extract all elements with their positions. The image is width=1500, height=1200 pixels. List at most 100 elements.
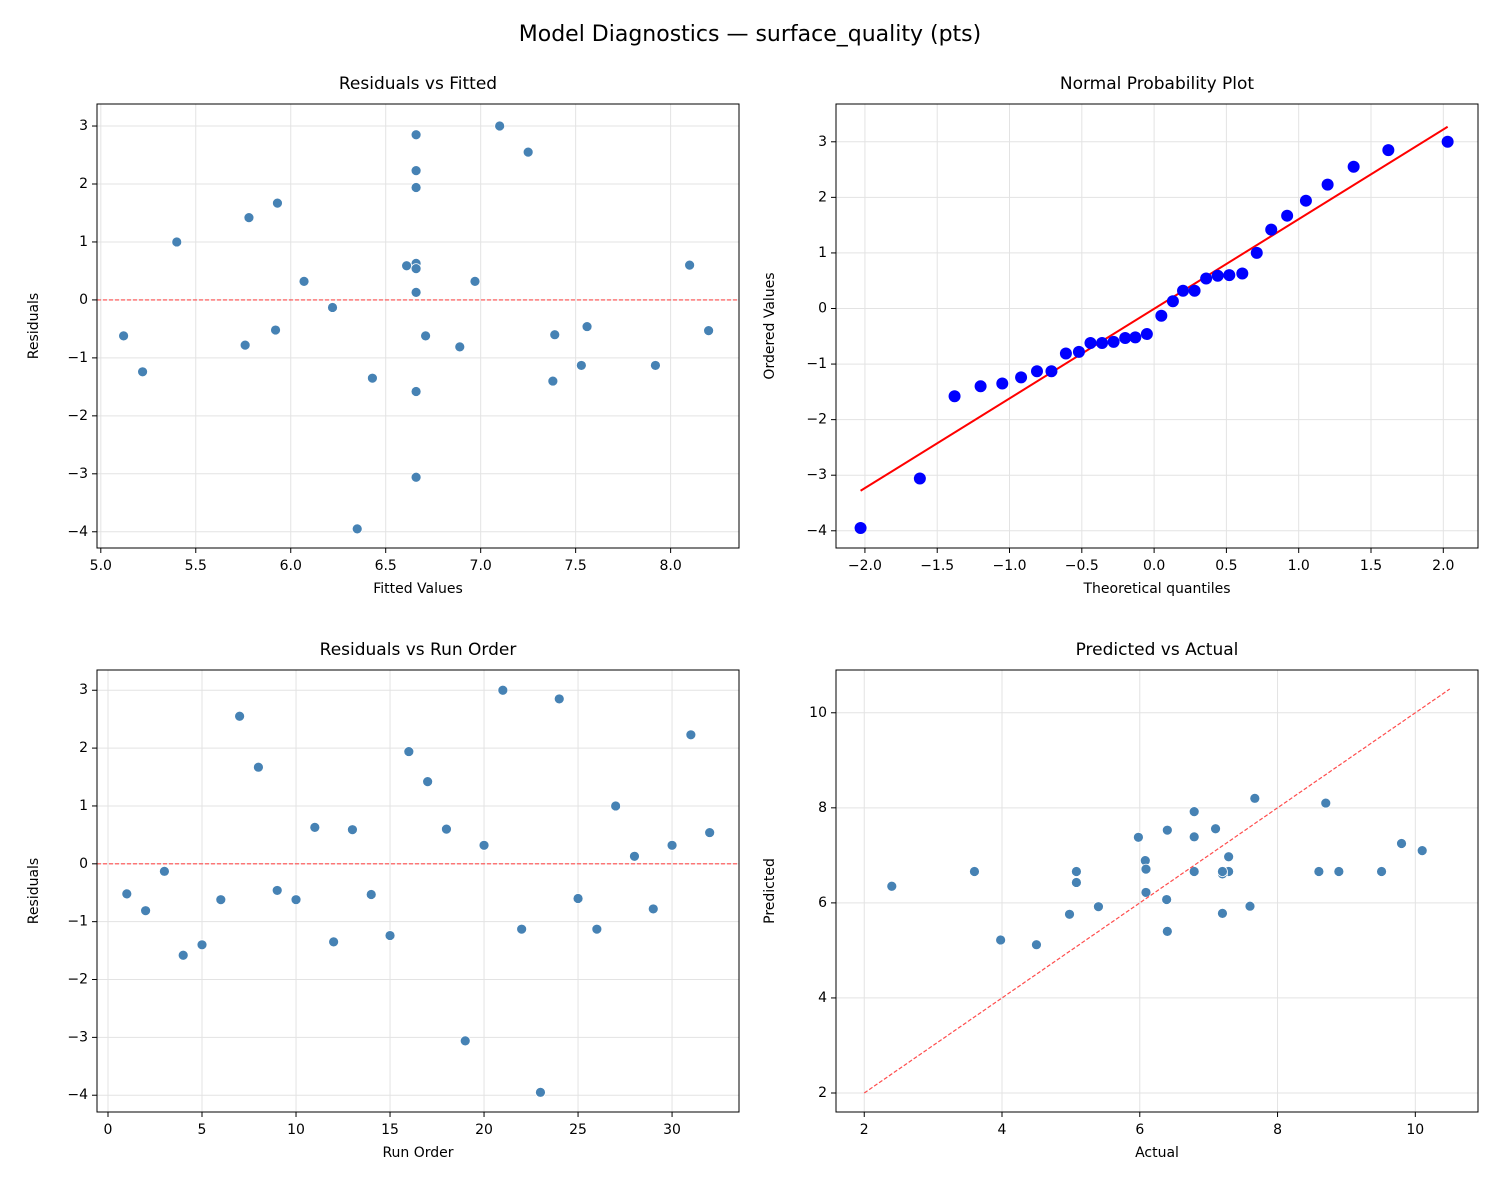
point: [535, 1086, 546, 1098]
y-tick-label: 1: [79, 234, 88, 250]
y-tick-label: 4: [818, 990, 827, 1006]
y-tick-label: 2: [79, 740, 88, 756]
point: [1072, 345, 1085, 358]
point: [1188, 806, 1200, 818]
y-tick-label: 0: [79, 292, 88, 308]
plot-area: [97, 670, 739, 1112]
subplot-title: Residuals vs Fitted: [339, 74, 497, 94]
axes-frame: [835, 669, 1479, 1113]
x-tick-label: 1.0: [1288, 558, 1310, 574]
point: [454, 341, 466, 353]
x-tick-label: 20: [475, 1122, 493, 1138]
point: [547, 375, 559, 387]
x-axis-label: Theoretical quantiles: [1082, 581, 1230, 597]
x-tick-label: 0: [104, 1122, 113, 1138]
y-tick-label: 2: [79, 176, 88, 192]
point: [1129, 331, 1142, 344]
point: [974, 380, 987, 393]
point: [1155, 309, 1168, 322]
point: [1107, 335, 1120, 348]
point: [309, 821, 321, 833]
point: [1096, 336, 1109, 349]
x-tick-label: 30: [663, 1122, 681, 1138]
point: [401, 260, 413, 272]
y-tick-label: −3: [67, 466, 88, 482]
point: [1188, 284, 1201, 297]
x-tick-label: 8: [1273, 1122, 1282, 1138]
point: [1071, 866, 1082, 877]
axes-frame: [835, 103, 1479, 549]
point: [140, 905, 152, 917]
point: [478, 839, 490, 851]
point: [1382, 144, 1395, 157]
point: [913, 472, 926, 485]
x-tick-label: −1.0: [993, 558, 1027, 574]
y-tick-label: 1: [818, 245, 827, 261]
point: [410, 129, 422, 141]
y-tick-label: 3: [79, 682, 88, 698]
point: [1064, 908, 1075, 920]
x-tick-label: 6.5: [375, 558, 397, 574]
point: [575, 360, 587, 371]
y-axis-label: Residuals: [26, 858, 42, 924]
point: [234, 710, 246, 722]
point: [1071, 877, 1082, 888]
fit-line: [863, 688, 1451, 1094]
point: [1015, 371, 1028, 384]
point: [1119, 331, 1132, 344]
y-tick-label: −1: [806, 356, 827, 372]
point: [1250, 246, 1263, 259]
point: [629, 850, 640, 862]
y-tick-label: −2: [806, 412, 827, 428]
x-tick-label: 25: [569, 1122, 587, 1138]
subplot-title: Normal Probability Plot: [1060, 74, 1255, 94]
point: [215, 894, 227, 906]
y-tick-label: −4: [806, 523, 827, 539]
point: [365, 889, 377, 900]
point: [647, 903, 659, 915]
point: [410, 182, 422, 193]
point: [159, 865, 170, 877]
point: [1313, 866, 1325, 877]
x-tick-label: 2: [860, 1122, 869, 1138]
subplot: 5.0 5.5 6.0 6.5 7.0 7.5 8.0 −4 −3 −2 −1 0 1 2 3 Residua…: [26, 74, 740, 597]
point: [196, 939, 208, 951]
y-axis-label: Predicted: [762, 858, 778, 924]
point: [243, 212, 255, 224]
y-tick-label: −1: [67, 914, 88, 930]
point: [1031, 939, 1042, 951]
x-tick-label: 0.0: [1143, 558, 1165, 574]
axes-frame: [96, 103, 740, 549]
point: [272, 197, 283, 209]
point: [271, 885, 283, 896]
x-tick-label: 10: [287, 1122, 305, 1138]
y-tick-label: 1: [79, 798, 88, 814]
point: [1200, 272, 1213, 285]
y-axis-label: Residuals: [26, 293, 42, 359]
point: [1188, 866, 1200, 877]
point: [410, 471, 422, 483]
x-tick-label: 2.0: [1432, 558, 1454, 574]
point: [1210, 823, 1221, 835]
subplot-title: Residuals vs Run Order: [320, 640, 517, 660]
y-tick-label: −2: [67, 408, 88, 424]
point: [685, 729, 697, 741]
point: [1161, 925, 1173, 937]
y-tick-label: −1: [67, 350, 88, 366]
point: [1320, 797, 1332, 809]
point: [1376, 866, 1387, 877]
point: [118, 330, 129, 342]
x-tick-label: 5.0: [90, 558, 112, 574]
point: [1347, 160, 1360, 173]
fit-line: [860, 125, 1449, 492]
point: [704, 827, 716, 838]
point: [121, 888, 133, 900]
x-tick-label: 1.5: [1360, 558, 1382, 574]
point: [1140, 328, 1153, 341]
axes-frame: [96, 669, 740, 1113]
point: [137, 366, 148, 378]
plot-area: [836, 104, 1478, 548]
point: [1249, 792, 1261, 804]
point: [1133, 831, 1144, 843]
y-tick-label: 3: [818, 134, 827, 150]
